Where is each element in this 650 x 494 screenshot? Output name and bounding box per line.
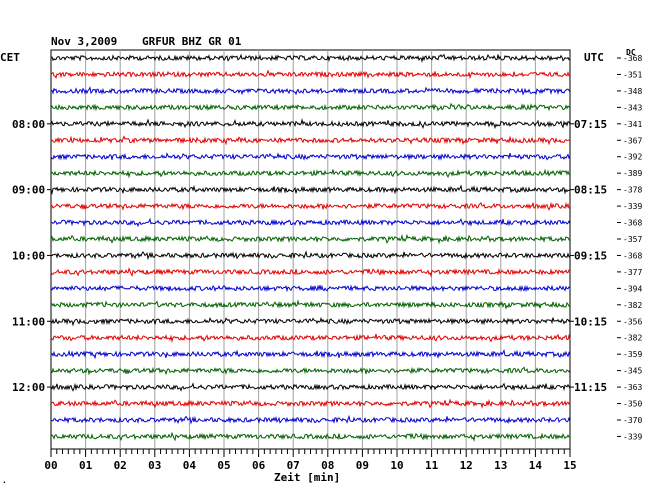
x-tick-label: 02 <box>114 459 127 472</box>
x-tick-label: 12 <box>460 459 473 472</box>
seismogram-trace <box>50 382 571 392</box>
dc-offset-label: -370 <box>623 416 642 425</box>
dc-header-label: DC <box>626 48 636 57</box>
seismogram-trace <box>50 299 571 310</box>
dc-offset-label: -345 <box>623 367 642 376</box>
hour-label-left: 12:00 <box>12 381 45 394</box>
x-tick-label: 15 <box>563 459 576 472</box>
left-timezone-label: CET <box>0 51 20 64</box>
seismogram-trace <box>51 217 571 228</box>
seismogram-trace <box>50 233 571 245</box>
hour-label-left: 09:00 <box>12 184 45 197</box>
seismogram-trace <box>50 201 571 211</box>
x-tick-label: 09 <box>356 459 369 472</box>
dc-offset-label: -356 <box>623 317 642 326</box>
seismogram-trace <box>50 398 571 410</box>
dc-offset-label: -378 <box>623 186 642 195</box>
x-tick-label: 05 <box>217 459 230 472</box>
chart-date: Nov 3,2009 <box>51 35 118 48</box>
dc-offset-label: -359 <box>623 350 642 359</box>
seismogram-trace <box>50 267 571 278</box>
x-tick-label: 01 <box>79 459 93 472</box>
x-tick-label: 07 <box>287 459 300 472</box>
dc-offset-label: -368 <box>623 219 642 228</box>
seismogram-trace <box>50 69 571 80</box>
hour-label-right: 10:15 <box>574 315 607 328</box>
x-tick-label: 00 <box>44 459 57 472</box>
dc-offset-label: -343 <box>623 103 642 112</box>
dc-offset-label: -382 <box>623 334 642 343</box>
dc-offset-label: -377 <box>623 268 642 277</box>
seismogram-trace <box>50 414 571 425</box>
dc-offset-label: -389 <box>623 169 642 178</box>
x-tick-label: 13 <box>494 459 507 472</box>
dc-offset-label: -350 <box>623 400 642 409</box>
seismogram-trace <box>50 366 571 376</box>
dc-offset-label: -394 <box>623 284 642 293</box>
x-tick-label: 10 <box>390 459 403 472</box>
dc-offset-label: -351 <box>623 70 642 79</box>
dc-offset-label: -339 <box>623 202 642 211</box>
seismogram-trace <box>50 135 571 146</box>
seismogram-trace <box>50 102 571 112</box>
seismogram-trace <box>50 184 571 196</box>
dc-offset-label: -368 <box>623 54 642 63</box>
dc-offset-label: -341 <box>623 120 642 129</box>
seismogram-trace <box>50 316 571 327</box>
seismogram-trace <box>50 53 571 64</box>
seismogram-trace <box>50 168 571 179</box>
x-tick-label: 14 <box>529 459 543 472</box>
x-tick-label: 06 <box>252 459 266 472</box>
dc-offset-label: -348 <box>623 87 642 96</box>
seismogram-trace <box>50 431 571 442</box>
hour-label-right: 09:15 <box>574 249 607 262</box>
dc-offset-label: -368 <box>623 251 642 260</box>
dc-offset-label: -392 <box>623 153 642 162</box>
corner-mark: . <box>2 476 7 485</box>
hour-label-right: 11:15 <box>574 381 607 394</box>
x-axis-title: Zeit [min] <box>274 471 341 484</box>
seismogram-trace <box>50 152 571 161</box>
hour-label-left: 11:00 <box>12 315 45 328</box>
dc-offset-label: -357 <box>623 235 642 244</box>
x-tick-label: 04 <box>183 459 197 472</box>
dc-offset-label: -382 <box>623 301 642 310</box>
chart-station: GRFUR BHZ GR 01 <box>142 35 242 48</box>
x-tick-label: 08 <box>321 459 334 472</box>
seismogram-trace <box>50 333 571 343</box>
seismogram-trace <box>50 284 571 293</box>
seismogram-trace <box>50 86 571 96</box>
seismogram-trace <box>50 118 571 130</box>
hour-label-right: 07:15 <box>574 118 607 131</box>
hour-label-left: 08:00 <box>12 118 45 131</box>
right-timezone-label: UTC <box>584 51 604 64</box>
dc-offset-label: -363 <box>623 383 642 392</box>
x-tick-label: 11 <box>425 459 439 472</box>
hour-label-left: 10:00 <box>12 249 45 262</box>
x-tick-label: 03 <box>148 459 161 472</box>
seismogram-trace <box>50 349 571 360</box>
hour-label-right: 08:15 <box>574 184 607 197</box>
seismogram-trace <box>50 250 571 261</box>
dc-offset-label: -367 <box>623 136 642 145</box>
dc-offset-label: -339 <box>623 432 642 441</box>
